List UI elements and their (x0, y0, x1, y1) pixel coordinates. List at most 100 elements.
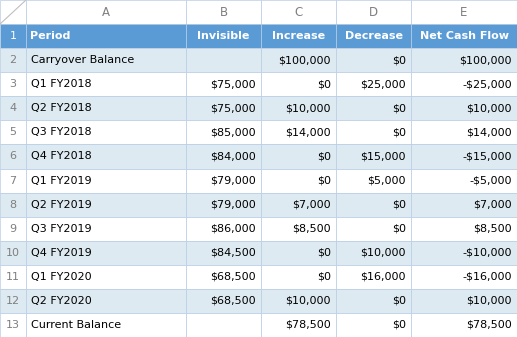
Text: -$16,000: -$16,000 (463, 272, 512, 282)
Bar (261, 48, 336, 72)
Bar (336, 265, 411, 289)
Text: $5,000: $5,000 (368, 176, 406, 186)
Text: 8: 8 (9, 200, 17, 210)
Bar (411, 72, 517, 96)
Text: Current Balance: Current Balance (31, 320, 121, 330)
Bar (336, 72, 411, 96)
Bar (26, 265, 186, 289)
Text: $100,000: $100,000 (460, 55, 512, 65)
Text: 1: 1 (9, 31, 17, 41)
Text: $75,000: $75,000 (210, 103, 256, 113)
Bar (336, 217, 411, 241)
Bar (186, 217, 261, 241)
Text: -$25,000: -$25,000 (462, 79, 512, 89)
Bar (411, 313, 517, 337)
Text: Invisible: Invisible (197, 31, 250, 41)
Bar (0, 313, 26, 337)
Text: $8,500: $8,500 (293, 224, 331, 234)
Bar (261, 192, 336, 217)
Text: 3: 3 (9, 79, 17, 89)
Bar (186, 120, 261, 145)
Text: E: E (460, 5, 468, 19)
Text: $10,000: $10,000 (466, 296, 512, 306)
Text: A: A (102, 5, 110, 19)
Bar (0, 217, 26, 241)
Bar (261, 217, 336, 241)
Bar (0, 0, 26, 24)
Text: Decrease: Decrease (344, 31, 403, 41)
Bar (186, 48, 261, 72)
Text: $68,500: $68,500 (210, 272, 256, 282)
Bar (261, 145, 336, 168)
Text: 7: 7 (9, 176, 17, 186)
Bar (336, 241, 411, 265)
Bar (26, 120, 186, 145)
Text: -$5,000: -$5,000 (469, 176, 512, 186)
Bar (411, 265, 517, 289)
Bar (261, 0, 336, 24)
Bar (186, 265, 261, 289)
Bar (411, 241, 517, 265)
Text: $0: $0 (392, 55, 406, 65)
Text: $25,000: $25,000 (360, 79, 406, 89)
Text: Q4 FY2019: Q4 FY2019 (31, 248, 92, 258)
Bar (336, 168, 411, 192)
Bar (261, 313, 336, 337)
Bar (186, 289, 261, 313)
Bar (411, 289, 517, 313)
Text: Q2 FY2018: Q2 FY2018 (31, 103, 92, 113)
Bar (26, 48, 186, 72)
Bar (261, 96, 336, 120)
Text: 9: 9 (9, 224, 17, 234)
Text: -$10,000: -$10,000 (463, 248, 512, 258)
Bar (186, 0, 261, 24)
Text: $0: $0 (392, 320, 406, 330)
Text: Q3 FY2019: Q3 FY2019 (31, 224, 92, 234)
Bar (411, 96, 517, 120)
Text: B: B (219, 5, 227, 19)
Bar (26, 0, 186, 24)
Text: 5: 5 (9, 127, 17, 137)
Text: $15,000: $15,000 (360, 151, 406, 161)
Text: $0: $0 (317, 79, 331, 89)
Text: Period: Period (30, 31, 70, 41)
Bar (336, 145, 411, 168)
Text: 12: 12 (6, 296, 20, 306)
Bar (411, 0, 517, 24)
Text: C: C (294, 5, 302, 19)
Bar (261, 265, 336, 289)
Text: $86,000: $86,000 (210, 224, 256, 234)
Bar (336, 96, 411, 120)
Bar (336, 48, 411, 72)
Text: Q1 FY2018: Q1 FY2018 (31, 79, 92, 89)
Text: 6: 6 (9, 151, 17, 161)
Bar (0, 96, 26, 120)
Bar (261, 241, 336, 265)
Bar (26, 192, 186, 217)
Bar (186, 168, 261, 192)
Text: $0: $0 (392, 296, 406, 306)
Text: $7,000: $7,000 (293, 200, 331, 210)
Bar (336, 313, 411, 337)
Bar (26, 24, 186, 48)
Text: Net Cash Flow: Net Cash Flow (419, 31, 509, 41)
Text: Q1 FY2020: Q1 FY2020 (31, 272, 92, 282)
Bar (261, 120, 336, 145)
Bar (336, 0, 411, 24)
Text: $16,000: $16,000 (360, 272, 406, 282)
Text: 4: 4 (9, 103, 17, 113)
Bar (26, 217, 186, 241)
Text: $68,500: $68,500 (210, 296, 256, 306)
Bar (336, 192, 411, 217)
Bar (411, 24, 517, 48)
Bar (0, 24, 26, 48)
Bar (186, 313, 261, 337)
Text: -$15,000: -$15,000 (463, 151, 512, 161)
Bar (336, 289, 411, 313)
Text: $78,500: $78,500 (285, 320, 331, 330)
Text: Increase: Increase (272, 31, 325, 41)
Bar (26, 96, 186, 120)
Bar (411, 217, 517, 241)
Bar (0, 289, 26, 313)
Bar (26, 72, 186, 96)
